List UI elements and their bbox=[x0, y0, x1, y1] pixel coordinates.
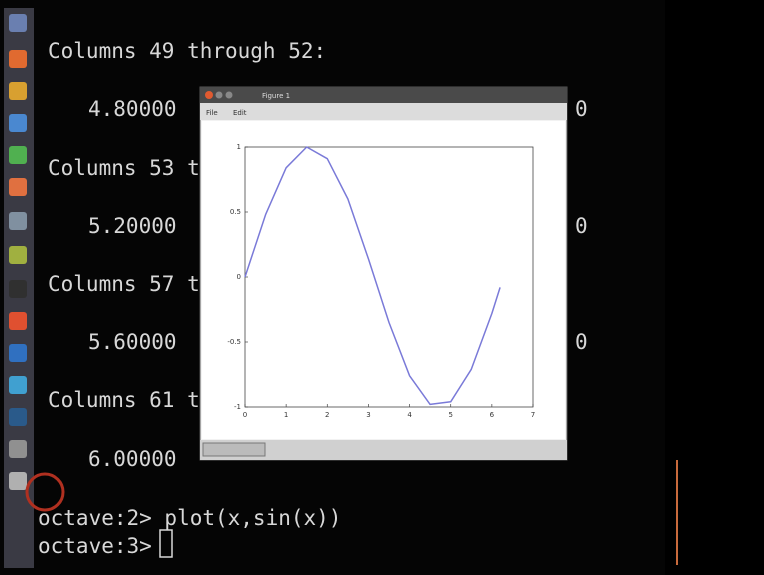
close-button[interactable] bbox=[205, 91, 213, 99]
x-tick-label: 7 bbox=[531, 411, 535, 419]
y-tick-label: -0.5 bbox=[227, 338, 241, 346]
terminal-line: 0 bbox=[575, 214, 588, 238]
x-tick-label: 2 bbox=[325, 411, 329, 419]
minimize-button[interactable] bbox=[216, 92, 223, 99]
terminal-line: 0 bbox=[575, 330, 588, 354]
y-tick-label: -1 bbox=[234, 403, 241, 411]
screen: Columns 49 through 52: 4.80000 0 Columns 53… bbox=[0, 0, 764, 575]
x-tick-label: 4 bbox=[407, 411, 412, 419]
launcher-icon[interactable] bbox=[9, 408, 27, 426]
title-bar bbox=[200, 87, 567, 103]
terminal-line: 4.80000 bbox=[88, 97, 177, 121]
terminal-line: 6.00000 bbox=[88, 447, 177, 471]
launcher-icon[interactable] bbox=[9, 376, 27, 394]
terminal-line: octave:3> bbox=[38, 534, 152, 558]
terminal-line: Columns 57 t bbox=[48, 272, 200, 296]
dark-margin bbox=[665, 0, 764, 575]
maximize-button[interactable] bbox=[226, 92, 233, 99]
menu-bar bbox=[200, 103, 567, 120]
launcher-icon[interactable] bbox=[9, 440, 27, 458]
launcher-icon[interactable] bbox=[9, 82, 27, 100]
menu-item[interactable]: File bbox=[206, 109, 218, 117]
x-tick-label: 1 bbox=[284, 411, 288, 419]
launcher-icon[interactable] bbox=[9, 114, 27, 132]
x-tick-label: 5 bbox=[448, 411, 452, 419]
x-tick-label: 6 bbox=[490, 411, 495, 419]
launcher-icon[interactable] bbox=[9, 344, 27, 362]
launcher-icon[interactable] bbox=[9, 246, 27, 264]
terminal-line: 5.60000 bbox=[88, 330, 177, 354]
terminal-line: 5.20000 bbox=[88, 214, 177, 238]
figure-window: Figure 1 File Edit bbox=[200, 87, 567, 460]
terminal-line: Columns 61 t bbox=[48, 388, 200, 412]
launcher-icon[interactable] bbox=[9, 50, 27, 68]
launcher-icon[interactable] bbox=[9, 14, 27, 32]
launcher-icon[interactable] bbox=[9, 178, 27, 196]
terminal-line: octave:2> plot(x,sin(x)) bbox=[38, 506, 341, 530]
x-tick-label: 0 bbox=[243, 411, 247, 419]
launcher-icon[interactable] bbox=[9, 472, 27, 490]
y-tick-label: 0 bbox=[237, 273, 241, 281]
x-tick-label: 3 bbox=[366, 411, 370, 419]
terminal-line: Columns 49 through 52: bbox=[48, 39, 326, 63]
plot-canvas bbox=[202, 121, 565, 439]
launcher-icon[interactable] bbox=[9, 212, 27, 230]
terminal-line: Columns 53 t bbox=[48, 156, 200, 180]
terminal-line: 0 bbox=[575, 97, 588, 121]
window-title: Figure 1 bbox=[262, 92, 290, 100]
launcher-icon[interactable] bbox=[9, 312, 27, 330]
y-tick-label: 0.5 bbox=[230, 208, 241, 216]
menu-item[interactable]: Edit bbox=[233, 109, 247, 117]
toolbar[interactable] bbox=[203, 443, 265, 456]
launcher-icon[interactable] bbox=[9, 146, 27, 164]
launcher-icon[interactable] bbox=[9, 280, 27, 298]
page: Columns 49 through 52: 4.80000 0 Columns 53… bbox=[0, 0, 764, 575]
y-tick-label: 1 bbox=[237, 143, 241, 151]
